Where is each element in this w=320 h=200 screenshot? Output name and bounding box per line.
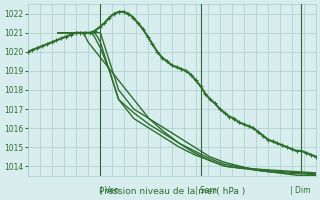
Text: | Sam: | Sam (195, 186, 217, 195)
Text: | Dim: | Dim (290, 186, 310, 195)
Text: | Ven: | Ven (100, 186, 119, 195)
X-axis label: Pression niveau de la mer( hPa ): Pression niveau de la mer( hPa ) (99, 187, 245, 196)
